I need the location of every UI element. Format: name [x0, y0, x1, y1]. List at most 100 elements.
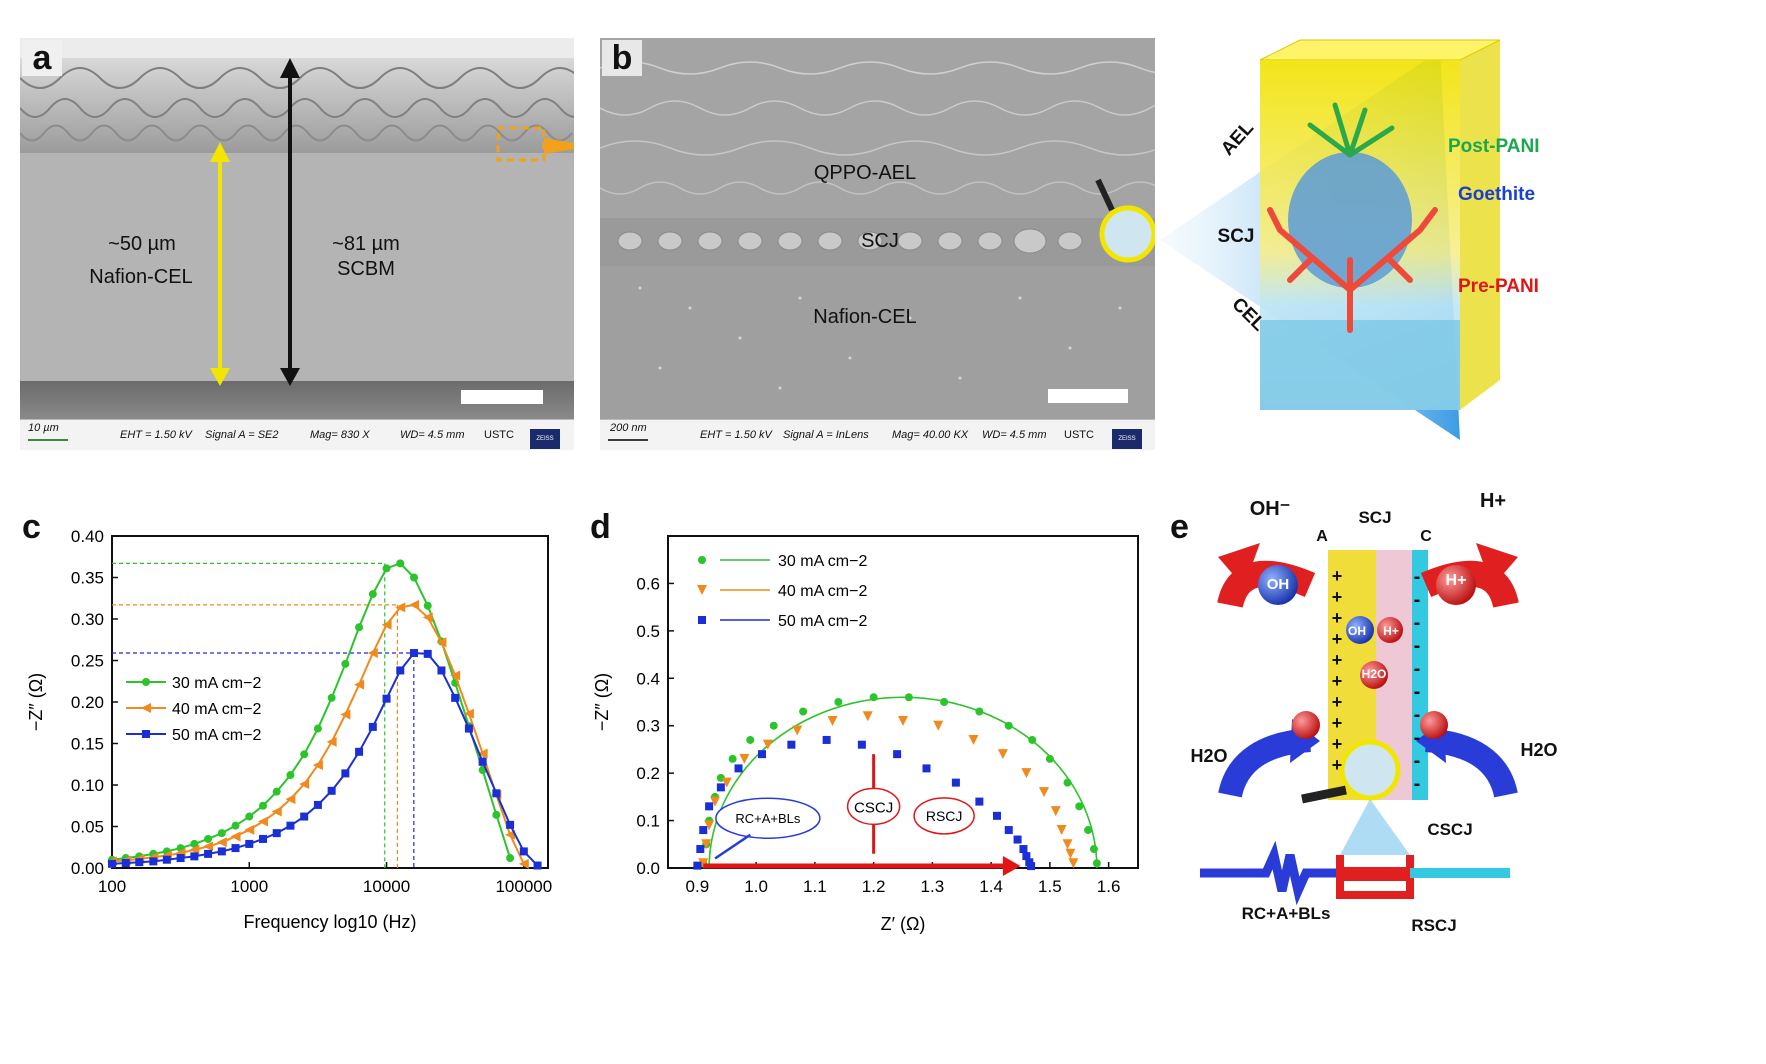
- legend-label: 30 mA cm−2: [778, 553, 867, 570]
- data-point: [190, 852, 199, 861]
- data-point: [769, 721, 778, 730]
- data-point: [396, 559, 405, 568]
- scale-text: 10 µm: [28, 422, 59, 434]
- data-point: [701, 839, 712, 850]
- data-point: [519, 847, 528, 856]
- signal-text: Signal A = SE2: [205, 429, 279, 441]
- y-tick-label: 0.00: [71, 859, 104, 878]
- data-point: [762, 739, 773, 750]
- x-axis-label: Z′ (Ω): [881, 914, 926, 934]
- data-point: [108, 859, 116, 868]
- data-point: [189, 844, 200, 855]
- data-point: [1027, 862, 1036, 871]
- y-tick-label: 0.1: [636, 812, 660, 831]
- minus-charges: -- -- -- -- --: [1410, 566, 1424, 796]
- data-point: [464, 724, 473, 733]
- data-point: [355, 747, 364, 756]
- data-point: [395, 602, 406, 613]
- data-point: [149, 857, 158, 866]
- y-axis-label: −Z″ (Ω): [592, 673, 612, 731]
- y-tick-label: 0.5: [636, 622, 660, 641]
- plus-sign: +: [1331, 608, 1343, 628]
- y-tick-label: 0.0: [636, 859, 660, 878]
- data-point: [710, 796, 720, 807]
- eht-text: EHT = 1.50 kV: [700, 429, 772, 441]
- data-point: [1050, 806, 1061, 817]
- plus-sign: +: [1331, 755, 1343, 775]
- panel-label-c: c: [22, 508, 41, 546]
- data-point: [716, 773, 725, 782]
- scale-bar-a: [461, 390, 543, 404]
- data-point: [518, 858, 529, 869]
- data-point: [997, 749, 1008, 760]
- data-point: [258, 816, 269, 827]
- label-h-inner: H+: [1383, 624, 1399, 638]
- data-point: [299, 779, 310, 790]
- y-tick-label: 0.25: [71, 652, 104, 671]
- data-point: [217, 829, 226, 838]
- data-point: [121, 859, 130, 868]
- data-point: [272, 829, 281, 838]
- y-tick-label: 0.30: [71, 610, 104, 629]
- sem-texture-a: [20, 38, 574, 420]
- y-tick-label: 0.3: [636, 717, 660, 736]
- data-point: [312, 760, 323, 771]
- data-point: [300, 812, 309, 821]
- data-point: [423, 601, 432, 610]
- data-point: [787, 740, 796, 749]
- data-point: [422, 612, 433, 623]
- minus-sign: -: [1413, 612, 1421, 634]
- scbm-name-label: SCBM: [337, 258, 395, 280]
- plus-sign: +: [1331, 650, 1343, 670]
- data-point: [746, 735, 755, 744]
- data-point: [327, 693, 336, 702]
- sem-image-a: a ~50 µm Nafion-CEL ~81 µm SCBM 10 µm EH…: [20, 38, 574, 450]
- data-point: [1004, 826, 1013, 835]
- legend-marker: [698, 616, 706, 624]
- data-point: [492, 789, 501, 798]
- data-point: [1092, 859, 1101, 868]
- data-point: [162, 855, 171, 864]
- label-a: A: [1316, 528, 1328, 545]
- data-point: [951, 778, 960, 787]
- data-point: [381, 619, 392, 630]
- label-h2o-inner: H2O: [1361, 667, 1387, 681]
- label-h2o-left: H2O: [1190, 746, 1228, 766]
- org-text: USTC: [484, 429, 514, 441]
- minus-sign: -: [1413, 566, 1421, 588]
- label-r-scj: RSCJ: [1411, 916, 1457, 935]
- data-point: [1019, 845, 1028, 854]
- pre-pani-branches: [1267, 207, 1438, 333]
- data-point: [1022, 852, 1031, 861]
- x-tick-label: 1.6: [1097, 877, 1121, 896]
- data-point: [451, 693, 460, 702]
- x-tick-label: 100: [98, 877, 126, 896]
- data-point: [313, 800, 322, 809]
- c-scj-label: CSCJ: [854, 799, 893, 816]
- plus-sign: +: [1331, 734, 1343, 754]
- layer-label-qppo: QPPO-AEL: [813, 162, 917, 184]
- data-point: [1021, 768, 1032, 779]
- data-point: [382, 694, 391, 703]
- chart-d: 0.0 0.1 0.2 0.3 0.4 0.5 0.6 0.9 1.0 1.1 1.2 1.3 1.4 1…: [592, 535, 1139, 934]
- data-point: [271, 806, 282, 817]
- data-point: [286, 771, 295, 780]
- y-tick-label: 0.20: [71, 693, 104, 712]
- data-point: [693, 861, 702, 870]
- data-point: [203, 841, 214, 852]
- goethite-crystal: [1288, 152, 1412, 288]
- data-point: [716, 783, 725, 792]
- data-point: [368, 590, 377, 599]
- y-tick-label: 0.6: [636, 574, 660, 593]
- sem-image-b: b QPPO-AEL SCJ Nafion-CEL 200 nm EHT = 1…: [600, 38, 1155, 450]
- data-point: [739, 753, 750, 764]
- data-point: [478, 757, 487, 766]
- zeiss-logo: ZEISS: [530, 429, 560, 449]
- x-tick-label: 1.1: [803, 877, 827, 896]
- data-point: [533, 861, 542, 870]
- data-point: [758, 750, 766, 759]
- data-point: [245, 839, 254, 848]
- data-point: [368, 722, 377, 731]
- data-point: [857, 740, 866, 749]
- data-point: [721, 777, 732, 788]
